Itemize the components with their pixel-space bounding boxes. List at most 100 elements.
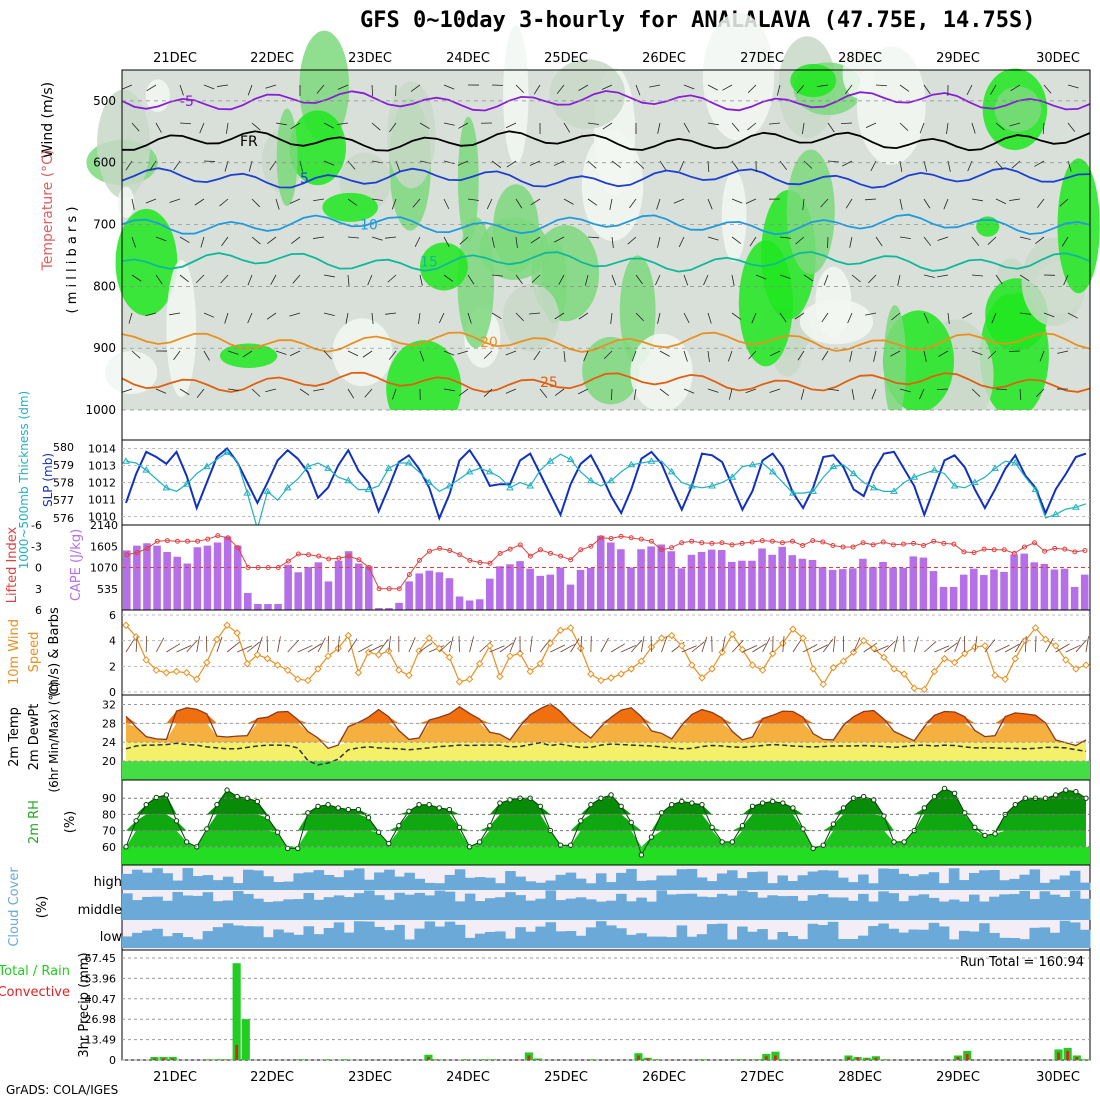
wind-barb	[1059, 198, 1069, 207]
wind-barb	[707, 350, 710, 362]
cloud-bar	[132, 900, 143, 920]
wind-barb	[217, 84, 229, 87]
cloud-bar	[989, 869, 1000, 890]
cloud-bar	[827, 897, 839, 920]
cape-tick: 1070	[90, 562, 118, 575]
cape-bar	[607, 542, 615, 610]
wind-barb	[225, 122, 229, 134]
wind-barb	[371, 312, 374, 324]
wind-point	[435, 644, 443, 653]
thickness-point	[384, 464, 393, 471]
wind-point	[496, 672, 504, 681]
lifted-point	[608, 535, 614, 541]
temp-band-orange	[126, 723, 1086, 743]
rh-point	[578, 818, 584, 824]
cloud-bar	[979, 901, 990, 920]
wind-tick: 0	[109, 686, 116, 699]
cloud-bar	[767, 939, 778, 948]
wind-barb	[946, 122, 949, 134]
cape-bar	[1010, 554, 1018, 610]
wind-barb	[923, 236, 932, 246]
cloud-bar	[999, 937, 1010, 948]
rh-cell	[276, 108, 298, 207]
wind-barb	[749, 236, 757, 247]
wind-barb	[707, 388, 719, 393]
cloud-bar	[525, 900, 536, 920]
wind-barb	[657, 122, 661, 134]
wind-barb	[919, 122, 925, 134]
lifted-point	[971, 550, 977, 556]
surface-barb	[297, 645, 313, 653]
wind-barb	[1019, 312, 1031, 315]
rh-point	[679, 798, 685, 805]
cloud-bar	[394, 924, 405, 948]
cloud-bar	[767, 895, 778, 920]
wind-point	[748, 661, 757, 669]
lifted-point	[850, 544, 856, 550]
wind-barb	[199, 122, 205, 134]
thickness-point	[425, 478, 434, 485]
precip-total-bar	[232, 963, 241, 1060]
rh-point	[759, 800, 766, 806]
rh-point	[729, 839, 736, 845]
surface-barb	[166, 643, 181, 653]
cloud-bar	[807, 871, 819, 890]
cloud-bar	[676, 869, 688, 890]
isotherm-lines: -5 FR 5 10 15 20 25	[121, 90, 1091, 393]
cloud-bar	[666, 937, 678, 948]
wind-barb	[683, 84, 695, 90]
upper-y-tick: 800	[93, 279, 116, 293]
cape-bar	[586, 567, 595, 610]
surface-barb	[782, 636, 785, 653]
wind-barb	[919, 388, 925, 400]
wind-barb	[131, 122, 140, 132]
cloud-bar	[737, 890, 748, 920]
rh-cell	[581, 130, 644, 242]
rh-point	[689, 800, 695, 806]
cape-bar	[233, 545, 242, 610]
isotherm-label: FR	[240, 134, 258, 150]
wind-tick: 4	[109, 635, 116, 648]
lifted-point	[356, 557, 362, 563]
cloud-right-label: (%)	[35, 896, 50, 919]
lifted-point	[669, 545, 675, 551]
wind-barb	[865, 312, 877, 316]
wind-right-label: (m/s) & Barbs	[47, 607, 62, 697]
wind-barb	[347, 350, 359, 357]
precip-conv-bar	[637, 1055, 640, 1060]
rh-cell	[1057, 158, 1100, 294]
cloud-bar	[243, 893, 254, 920]
rh-shading	[86, 12, 1100, 437]
cape-bar	[738, 560, 746, 610]
cloud-bar	[837, 939, 849, 948]
cloud-bar	[777, 875, 788, 890]
wind-barb	[457, 160, 469, 166]
wind-barb	[1009, 122, 1021, 127]
wind-barb	[323, 122, 334, 129]
wind-barb	[1061, 236, 1069, 247]
cloud-bar	[969, 873, 980, 890]
wind-barb	[155, 274, 163, 285]
rh-point	[810, 845, 816, 852]
thickness-tick: 577	[53, 494, 74, 507]
surface-barb	[924, 640, 937, 653]
cloud-bar	[868, 901, 879, 920]
lifted-tick: 6	[35, 604, 42, 617]
rh-cell	[322, 192, 378, 222]
wind-point	[779, 639, 787, 647]
cloud-bar	[656, 936, 667, 948]
date-label-bottom: 23DEC	[348, 1070, 392, 1085]
wind-barb	[659, 350, 670, 357]
thickness-tick: 578	[53, 477, 74, 490]
lifted-point	[154, 538, 160, 544]
wind-barb	[845, 84, 853, 95]
wind-barb	[179, 388, 190, 396]
cloud-bar	[938, 926, 950, 948]
isotherm-label: 10	[360, 218, 378, 234]
wind-point	[344, 631, 353, 640]
wind-mid-label: Speed	[27, 632, 42, 673]
wind-barb	[505, 122, 517, 129]
wind-barb	[611, 236, 614, 248]
wind-barb	[506, 160, 517, 168]
wind-barb	[323, 350, 332, 360]
